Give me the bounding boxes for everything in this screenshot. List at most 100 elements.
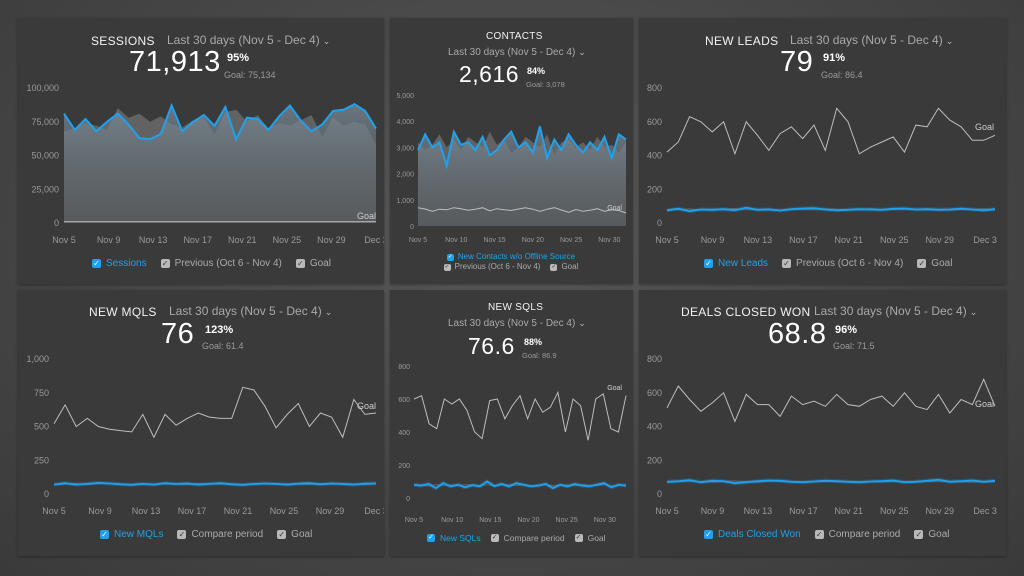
x-tick-label: Nov 9 <box>701 506 725 516</box>
checkbox-checked-icon: ✓ <box>917 259 927 268</box>
legend-label: New Contacts w/o Offline Source <box>457 252 576 261</box>
goal-value: Goal: 86.9 <box>522 351 557 360</box>
legend-item-goal[interactable]: ✓ Goal <box>295 258 331 269</box>
x-tick-label: Nov 13 <box>139 235 168 245</box>
x-tick-label: Nov 30 <box>594 517 616 524</box>
series-main-line <box>666 206 996 213</box>
series-main-line <box>666 478 996 485</box>
y-tick-label: 4,000 <box>396 119 414 126</box>
x-tick-label: Nov 15 <box>483 237 505 244</box>
date-range-dropdown[interactable]: Last 30 days (Nov 5 - Dec 4) ⌄ <box>167 33 330 47</box>
metric-value: 76 <box>161 318 195 350</box>
new-mqls-chart: 0 250 500 750 1,000 Nov 5 Nov 9 Nov 13 Nov 17 Nov… <box>26 354 384 516</box>
x-tick-label: Nov 21 <box>224 506 253 516</box>
chevron-down-icon: ⌄ <box>578 318 586 328</box>
x-tick-label: Nov 9 <box>97 235 121 245</box>
x-tick-label: Nov 29 <box>925 235 954 245</box>
checkbox-checked-icon: ✓ <box>443 263 451 271</box>
date-range-dropdown[interactable]: Last 30 days (Nov 5 - Dec 4) ⌄ <box>814 304 977 318</box>
y-tick-label: 0 <box>410 224 414 231</box>
y-tick-label: 3,000 <box>396 145 414 152</box>
goal-line-label: Goal <box>607 385 622 392</box>
legend-item-previous[interactable]: ✓ Previous (Oct 6 - Nov 4) <box>782 258 903 269</box>
x-tick-label: Nov 29 <box>316 506 345 516</box>
goal-percent: 95% <box>227 52 250 64</box>
legend-item-goal[interactable]: ✓ Goal <box>550 262 578 272</box>
y-tick-label: 200 <box>647 455 662 465</box>
chevron-down-icon: ⌄ <box>945 36 954 46</box>
legend-item-goal[interactable]: ✓ Goal <box>277 529 312 540</box>
new-leads-chart: 0 200 400 600 800 Nov 5 Nov 9 Nov 13 Nov 17 Nov 2… <box>647 83 997 245</box>
date-range-dropdown[interactable]: Last 30 days (Nov 5 - Dec 4) ⌄ <box>448 318 586 329</box>
y-tick-label: 800 <box>647 354 662 364</box>
legend-item-compare[interactable]: ✓ Compare period <box>814 529 901 540</box>
x-tick-label: Nov 25 <box>560 237 582 244</box>
x-tick-label: Nov 25 <box>270 506 299 516</box>
legend-label: New SQLs <box>440 533 481 543</box>
chart-legend: ✓ New Leads ✓ Previous (Oct 6 - Nov 4) ✓ Go… <box>704 258 952 269</box>
x-tick-label: Nov 17 <box>789 235 818 245</box>
new-leads-widget: NEW LEADS Last 30 days (Nov 5 - Dec 4) ⌄ … <box>639 18 1006 284</box>
legend-item-new-contacts[interactable]: ✓ New Contacts w/o Offline Source <box>446 252 576 262</box>
x-tick-label: Nov 9 <box>88 506 112 516</box>
legend-label: New Leads <box>718 258 769 269</box>
legend-label: Compare period <box>828 529 901 540</box>
y-tick-label: 600 <box>647 117 662 127</box>
goal-value: Goal: 86.4 <box>821 70 863 80</box>
x-tick-label: Nov 20 <box>522 237 544 244</box>
series-main-area <box>64 104 376 223</box>
legend-item-deals[interactable]: ✓ Deals Closed Won <box>704 529 801 540</box>
x-tick-label: Nov 13 <box>132 506 161 516</box>
metric-value: 2,616 <box>459 61 520 87</box>
checkbox-checked-icon: ✓ <box>704 530 713 539</box>
y-tick-label: 800 <box>398 364 410 371</box>
y-tick-label: 200 <box>647 184 662 194</box>
goal-line-label: Goal <box>975 399 994 409</box>
goal-value: Goal: 71.5 <box>833 341 875 351</box>
x-tick-label: Nov 5 <box>655 235 679 245</box>
x-tick-label: Nov 17 <box>183 235 212 245</box>
legend-item-compare[interactable]: ✓ Compare period <box>490 533 565 543</box>
checkbox-checked-icon: ✓ <box>446 253 454 261</box>
date-range-dropdown[interactable]: Last 30 days (Nov 5 - Dec 4) ⌄ <box>790 33 953 47</box>
checkbox-checked-icon: ✓ <box>100 530 109 539</box>
x-tick-label: Nov 17 <box>789 506 818 516</box>
checkbox-checked-icon: ✓ <box>574 534 583 542</box>
widget-title: NEW LEADS <box>705 34 779 48</box>
date-range-dropdown[interactable]: Last 30 days (Nov 5 - Dec 4) ⌄ <box>448 47 586 58</box>
goal-line-label: Goal <box>357 401 376 411</box>
widget-title: NEW SQLS <box>488 302 544 313</box>
legend-item-new-leads[interactable]: ✓ New Leads <box>704 258 768 269</box>
goal-line-label: Goal <box>607 205 622 212</box>
date-range-dropdown[interactable]: Last 30 days (Nov 5 - Dec 4) ⌄ <box>169 304 332 318</box>
legend-item-goal[interactable]: ✓ Goal <box>917 258 952 269</box>
checkbox-checked-icon: ✓ <box>427 534 435 542</box>
y-tick-label: 750 <box>34 388 49 398</box>
legend-item-previous[interactable]: ✓ Previous (Oct 6 - Nov 4) <box>443 262 540 272</box>
legend-item-goal[interactable]: ✓ Goal <box>574 533 606 543</box>
chevron-down-icon: ⌄ <box>322 36 331 46</box>
x-tick-label: Nov 20 <box>517 517 539 524</box>
x-tick-label: Nov 13 <box>744 506 773 516</box>
y-tick-label: 25,000 <box>31 184 59 194</box>
legend-item-goal[interactable]: ✓ Goal <box>914 529 949 540</box>
legend-item-sessions[interactable]: ✓ Sessions <box>92 258 147 269</box>
legend-item-new-sqls[interactable]: ✓ New SQLs <box>427 533 481 543</box>
series-main-line <box>417 126 627 170</box>
chart-legend: ✓ Sessions ✓ Previous (Oct 6 - Nov 4) ✓ Goa… <box>92 258 331 269</box>
series-goal-line <box>413 390 627 441</box>
legend-item-new-mqls[interactable]: ✓ New MQLs <box>100 529 163 540</box>
y-tick-label: 400 <box>398 430 410 437</box>
series-main-line <box>53 481 377 486</box>
chevron-down-icon: ⌄ <box>969 307 978 317</box>
x-tick-label: Nov 15 <box>479 517 501 524</box>
sessions-widget: SESSIONS Last 30 days (Nov 5 - Dec 4) ⌄ 7… <box>18 18 384 284</box>
goal-percent: 91% <box>823 52 846 64</box>
legend-label: Goal <box>931 258 953 269</box>
y-tick-label: 100,000 <box>26 83 59 93</box>
widget-title: NEW MQLS <box>89 305 157 319</box>
chart-legend: ✓ Deals Closed Won ✓ Compare period ✓ Goal <box>704 529 949 540</box>
legend-item-previous[interactable]: ✓ Previous (Oct 6 - Nov 4) <box>160 258 282 269</box>
legend-item-compare[interactable]: ✓ Compare period <box>177 529 263 540</box>
series-goal-line <box>417 207 627 214</box>
